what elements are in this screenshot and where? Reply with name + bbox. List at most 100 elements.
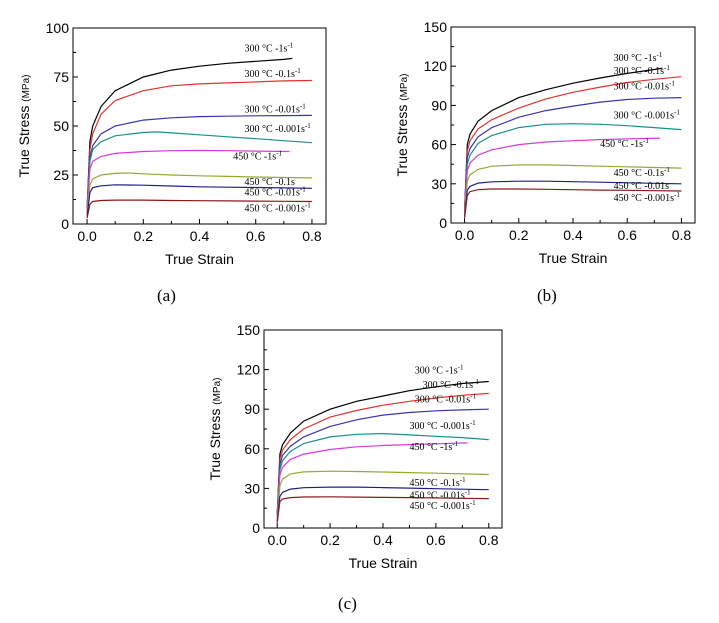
curve-label-sup: -1	[465, 488, 471, 496]
curve-label: 450 °C -0.01s-1	[409, 488, 471, 501]
series-line	[464, 76, 682, 210]
series-line	[464, 123, 682, 210]
y-tick-label: 100	[46, 20, 70, 36]
curve-label: 300 °C -0.001s-1	[244, 122, 311, 135]
curve-label: 450 °C -0.01s	[614, 181, 669, 192]
y-tick-label: 75	[53, 69, 69, 85]
y-tick-label: 150	[424, 19, 448, 35]
curve-label-text: 450 °C -0.1s	[244, 177, 294, 188]
curve-label: 300 °C -1s-1	[244, 42, 293, 55]
series-line	[276, 470, 489, 521]
curve-label-text: 450 °C -0.001s	[244, 203, 304, 214]
series-line	[276, 380, 489, 515]
curve-label-text: 450 °C -1s	[600, 139, 643, 150]
x-tick-label: 0.4	[190, 228, 210, 244]
x-tick-label: 0.0	[77, 228, 97, 244]
y-tick-label: 120	[237, 362, 261, 378]
series-line	[464, 188, 682, 218]
curve-label-sup: -1	[470, 393, 476, 401]
y-tick-label: 30	[431, 176, 447, 192]
curve-label-sup: -1	[276, 149, 282, 157]
curve-label-text: 450 °C -0.001s	[409, 501, 469, 512]
curve-label: 450 °C -0.1s	[244, 177, 294, 188]
series-line	[276, 408, 489, 515]
series-line	[86, 184, 312, 217]
y-axis-label-unit: (MPa)	[21, 75, 32, 102]
curve-label-sup: -1	[669, 80, 675, 88]
curve-label-text: 450 °C -0.01s	[409, 490, 464, 501]
series-line	[276, 432, 489, 515]
y-tick-label: 120	[424, 58, 448, 74]
x-tick-label: 0.4	[563, 227, 583, 243]
y-tick-label: 90	[431, 97, 447, 113]
y-tick-label: 0	[61, 216, 69, 232]
y-axis-label-main: True Stress	[394, 101, 410, 177]
series-line	[464, 180, 682, 217]
curve-label-text: 300 °C -1s	[244, 44, 287, 55]
x-tick-label: 0.6	[617, 227, 637, 243]
series-line	[86, 57, 293, 209]
x-axis-label: True Strain	[165, 251, 234, 267]
curve-label-sup: -1	[643, 137, 649, 145]
curve-label-sup: -1	[460, 476, 466, 484]
curve-label-text: 450 °C -0.001s	[614, 193, 674, 204]
series-line	[276, 392, 489, 515]
curve-label-sup: -1	[674, 108, 680, 116]
y-tick-label: 90	[244, 401, 260, 417]
curve-label-sup: -1	[473, 378, 479, 386]
curve-label-text: 450 °C -0.01s	[244, 188, 299, 199]
series-line	[86, 131, 312, 209]
y-tick-label: 0	[252, 520, 260, 536]
curve-label-sup: -1	[664, 64, 670, 72]
panel-label-c: (c)	[338, 594, 357, 613]
series-line	[86, 172, 312, 215]
curve-label: 300 °C -0.1s-1	[614, 64, 671, 77]
series-line	[276, 442, 468, 518]
curve-label: 450 °C -0.01s-1	[244, 186, 306, 199]
series-line	[86, 79, 312, 209]
curve-label-sup: -1	[305, 201, 311, 209]
curve-label: 300 °C -0.1s-1	[244, 67, 301, 80]
x-tick-label: 0.8	[302, 228, 322, 244]
curve-label: 300 °C -0.001s-1	[614, 108, 681, 121]
curve-label-sup: -1	[458, 364, 464, 372]
x-tick-label: 0.2	[509, 227, 529, 243]
curve-label: 450 °C -0.001s-1	[409, 499, 476, 512]
y-axis-label-unit: (MPa)	[399, 74, 410, 101]
curve-label-sup: -1	[305, 122, 311, 130]
curve-label: 450 °C -1s-1	[233, 149, 282, 162]
series-line	[464, 97, 682, 210]
curve-label-text: 450 °C -1s	[233, 151, 276, 162]
curve-label: 450 °C -0.1s-1	[409, 476, 466, 489]
curve-label-text: 300 °C -0.01s	[614, 82, 669, 93]
x-tick-label: 0.8	[672, 227, 692, 243]
y-axis-label: True Stress (MPa)	[207, 378, 223, 481]
curve-label: 450 °C -1s-1	[409, 440, 458, 453]
panel-label-b: (b)	[537, 286, 557, 305]
x-tick-label: 0.6	[246, 228, 266, 244]
series-line	[464, 164, 682, 216]
curve-label-text: 300 °C -1s	[614, 53, 657, 64]
curve-label-sup: -1	[300, 186, 306, 194]
x-tick-label: 0.2	[320, 532, 340, 548]
x-axis-label: True Strain	[349, 555, 418, 571]
curve-label-sup: -1	[657, 51, 663, 59]
curve-label: 300 °C -0.01s-1	[415, 393, 477, 406]
curve-label-text: 450 °C -1s	[409, 442, 452, 453]
curve-label: 300 °C -1s-1	[415, 364, 464, 377]
y-tick-label: 50	[53, 118, 69, 134]
y-tick-label: 60	[244, 441, 260, 457]
y-axis-label-unit: (MPa)	[212, 378, 223, 405]
curve-label-sup: -1	[452, 440, 458, 448]
curve-label: 300 °C -0.001s-1	[409, 419, 476, 432]
y-axis-label-main: True Stress	[16, 102, 32, 178]
curve-label-text: 450 °C -0.1s	[614, 168, 664, 179]
curve-label-text: 300 °C -0.001s	[244, 124, 304, 135]
curve-label-sup: -1	[470, 419, 476, 427]
curve-label: 450 °C -0.1s-1	[614, 166, 671, 179]
panel-label-a: (a)	[157, 286, 176, 305]
x-tick-label: 0.0	[455, 227, 475, 243]
chart-a: 0.0 0.2 0.4 0.6 0.8 0 25 50 75 100 True Strain True…	[16, 20, 327, 267]
curve-label-text: 450 °C -0.01s	[614, 181, 669, 192]
series-line	[276, 486, 489, 522]
